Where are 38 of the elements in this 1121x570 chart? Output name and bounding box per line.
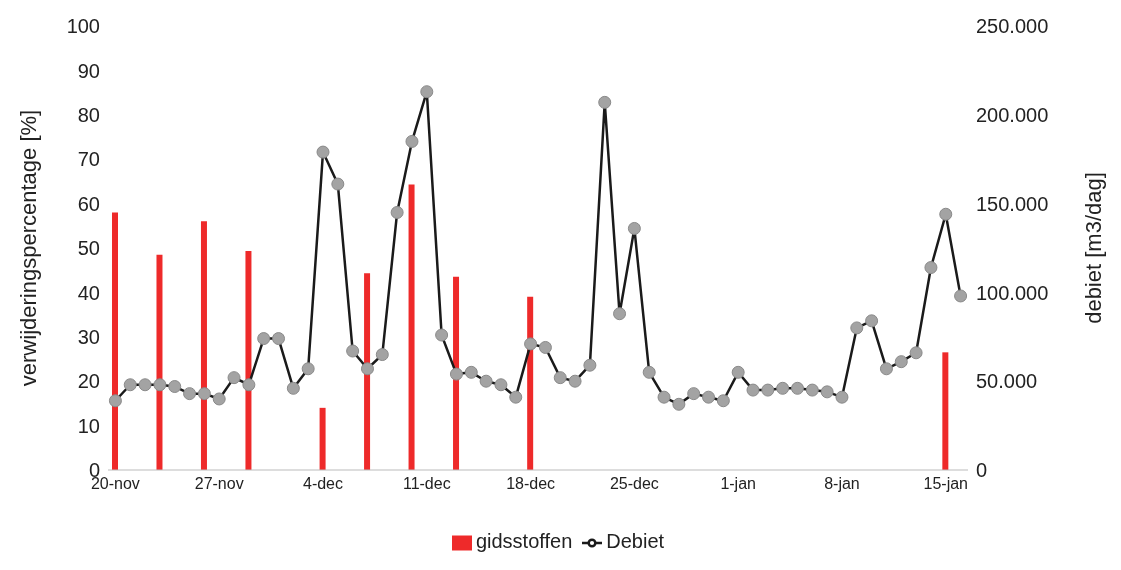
bar bbox=[364, 273, 371, 470]
bar bbox=[408, 184, 415, 470]
y-tick-label: 50 bbox=[77, 237, 100, 260]
y-tick-label: 40 bbox=[77, 281, 100, 304]
bar bbox=[319, 407, 326, 470]
x-tick-label: 8-jan bbox=[824, 475, 860, 493]
y-tick-label: 90 bbox=[77, 59, 100, 82]
x-tick-label: 18-dec bbox=[506, 475, 556, 493]
x-tick-label: 15-jan bbox=[923, 475, 968, 493]
x-tick-label: 25-dec bbox=[609, 475, 659, 493]
y2-tick-label: 100.000 bbox=[976, 281, 1049, 304]
legend-label: gidsstoffen bbox=[475, 530, 573, 552]
legend-label: Debiet bbox=[606, 530, 665, 552]
bar bbox=[942, 352, 949, 470]
bar bbox=[156, 254, 163, 470]
y2-tick-label: 200.000 bbox=[976, 103, 1049, 126]
x-tick-label: 1-jan bbox=[720, 475, 756, 493]
y2-tick-label: 50.000 bbox=[976, 370, 1038, 393]
y-tick-label: 30 bbox=[77, 325, 100, 348]
x-tick-label: 27-nov bbox=[194, 475, 244, 493]
y2-axis-title: debiet [m3/dag] bbox=[1080, 172, 1106, 324]
bar bbox=[453, 276, 460, 470]
x-tick-label: 4-dec bbox=[302, 475, 344, 493]
x-tick-label: 11-dec bbox=[402, 475, 451, 493]
bar bbox=[112, 212, 118, 470]
y-tick-label: 70 bbox=[77, 148, 100, 171]
bar bbox=[527, 296, 534, 470]
y2-tick-label: 0 bbox=[976, 459, 988, 482]
y2-tick-label: 150.000 bbox=[976, 192, 1049, 215]
y-tick-label: 100 bbox=[66, 15, 100, 38]
y-tick-label: 20 bbox=[77, 370, 100, 393]
bar bbox=[200, 221, 207, 470]
y-axis-title: verwijderingspercentage [%] bbox=[15, 109, 41, 387]
y-tick-label: 60 bbox=[77, 192, 100, 215]
y-tick-label: 10 bbox=[77, 414, 100, 437]
bar bbox=[245, 251, 252, 470]
y-tick-label: 80 bbox=[77, 103, 100, 126]
y2-tick-label: 250.000 bbox=[976, 15, 1049, 38]
